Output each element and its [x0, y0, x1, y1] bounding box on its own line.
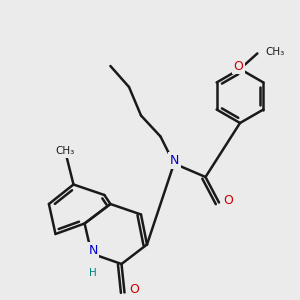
Text: O: O	[129, 283, 139, 296]
Text: N: N	[170, 154, 179, 167]
Text: CH₃: CH₃	[55, 146, 74, 157]
Text: H: H	[89, 268, 97, 278]
Text: O: O	[223, 194, 233, 208]
Text: N: N	[88, 244, 98, 257]
Text: CH₃: CH₃	[266, 47, 285, 57]
Text: O: O	[234, 59, 243, 73]
